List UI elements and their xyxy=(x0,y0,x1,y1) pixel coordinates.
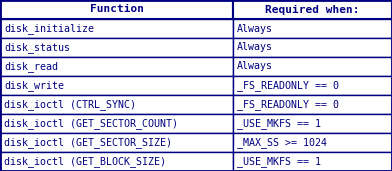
Text: disk_read: disk_read xyxy=(4,61,58,72)
Text: disk_ioctl (GET_SECTOR_COUNT): disk_ioctl (GET_SECTOR_COUNT) xyxy=(4,118,178,129)
Text: _USE_MKFS == 1: _USE_MKFS == 1 xyxy=(237,118,321,129)
Bar xyxy=(0,152,233,171)
Text: disk_status: disk_status xyxy=(4,42,70,53)
Bar xyxy=(233,38,392,57)
Text: Function: Function xyxy=(90,4,143,15)
Text: _MAX_SS >= 1024: _MAX_SS >= 1024 xyxy=(237,137,327,148)
Text: disk_write: disk_write xyxy=(4,80,64,91)
Bar xyxy=(233,57,392,76)
Bar xyxy=(233,19,392,38)
Bar xyxy=(233,95,392,114)
Text: disk_initialize: disk_initialize xyxy=(4,23,94,34)
Bar xyxy=(0,133,233,152)
Text: disk_ioctl (GET_BLOCK_SIZE): disk_ioctl (GET_BLOCK_SIZE) xyxy=(4,156,166,167)
Text: disk_ioctl (GET_SECTOR_SIZE): disk_ioctl (GET_SECTOR_SIZE) xyxy=(4,137,172,148)
Bar xyxy=(0,57,233,76)
Bar xyxy=(233,0,392,19)
Text: Always: Always xyxy=(237,62,273,71)
Bar xyxy=(0,114,233,133)
Bar xyxy=(233,114,392,133)
Text: Always: Always xyxy=(237,43,273,52)
Text: _FS_READONLY == 0: _FS_READONLY == 0 xyxy=(237,99,339,110)
Bar xyxy=(233,152,392,171)
Bar xyxy=(0,19,233,38)
Text: _USE_MKFS == 1: _USE_MKFS == 1 xyxy=(237,156,321,167)
Bar xyxy=(0,0,233,19)
Bar xyxy=(0,76,233,95)
Text: disk_ioctl (CTRL_SYNC): disk_ioctl (CTRL_SYNC) xyxy=(4,99,136,110)
Text: Required when:: Required when: xyxy=(265,4,360,15)
Bar xyxy=(0,95,233,114)
Text: _FS_READONLY == 0: _FS_READONLY == 0 xyxy=(237,80,339,91)
Bar xyxy=(233,76,392,95)
Text: Always: Always xyxy=(237,23,273,34)
Bar xyxy=(233,133,392,152)
Bar xyxy=(0,38,233,57)
